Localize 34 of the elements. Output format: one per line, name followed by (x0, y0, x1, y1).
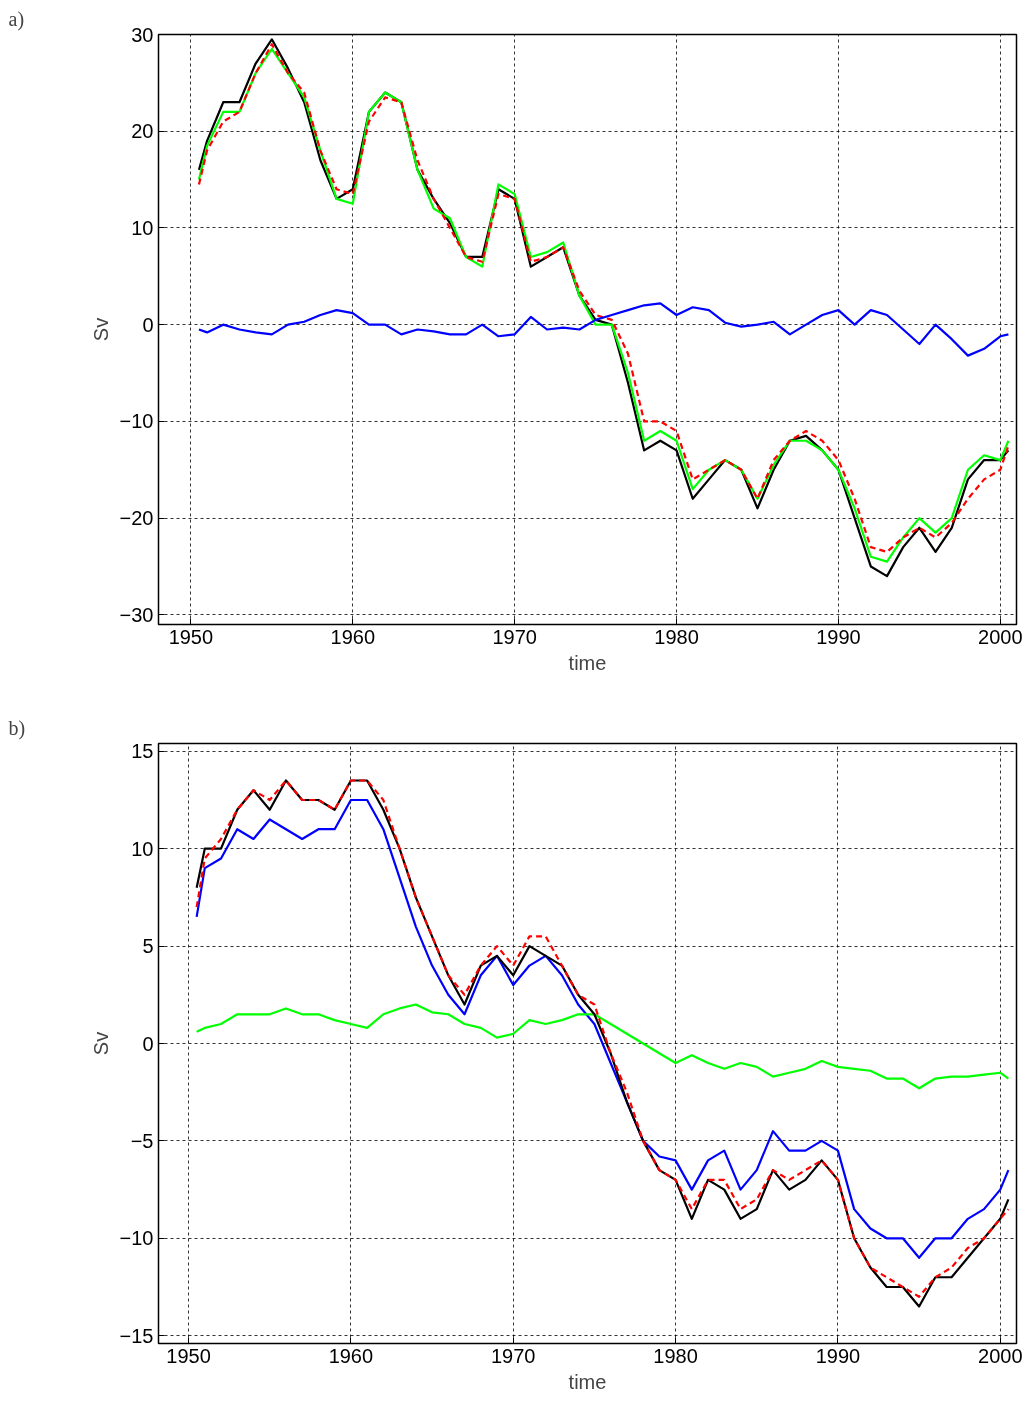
x-tick-label: 1980 (653, 1344, 698, 1367)
line-series (197, 302, 1010, 357)
y-tick-label: −30 (119, 603, 154, 626)
x-axis-title: time (568, 1370, 607, 1393)
y-tick-label: 0 (142, 1032, 154, 1055)
x-tick-label: 1970 (490, 1344, 536, 1367)
y-tick-label: 20 (131, 120, 154, 143)
x-axis-title: time (568, 651, 607, 674)
y-tick-label: −20 (119, 507, 154, 530)
x-tick-label: 1950 (166, 1344, 211, 1367)
y-axis-title: Sv (89, 317, 112, 342)
y-axis-title: Sv (89, 1031, 112, 1056)
y-tick-label: −15 (119, 1324, 154, 1347)
x-tick-label: 1970 (492, 625, 537, 648)
x-tick-label: 1960 (328, 1344, 374, 1367)
x-tick-label: 2000 (978, 625, 1023, 648)
y-tick-label: 10 (131, 837, 154, 860)
text: b) (8, 716, 26, 740)
y-tick-label: 5 (142, 935, 154, 958)
line-series (195, 1003, 1010, 1090)
x-tick-label: 1960 (330, 625, 376, 648)
x-tick-label: 1950 (168, 625, 214, 648)
x-tick-label: 1990 (815, 1344, 861, 1367)
y-tick-label: 30 (131, 23, 154, 46)
text: a) (8, 7, 25, 31)
x-tick-label: 2000 (978, 1344, 1023, 1367)
y-tick-label: −5 (130, 1129, 154, 1152)
y-tick-label: −10 (119, 410, 154, 433)
y-tick-label: −10 (119, 1227, 154, 1250)
y-tick-label: 0 (142, 313, 154, 336)
y-tick-label: 10 (131, 216, 154, 239)
y-tick-label: 15 (131, 740, 154, 763)
x-tick-label: 1980 (654, 625, 699, 648)
x-tick-label: 1990 (816, 625, 861, 648)
